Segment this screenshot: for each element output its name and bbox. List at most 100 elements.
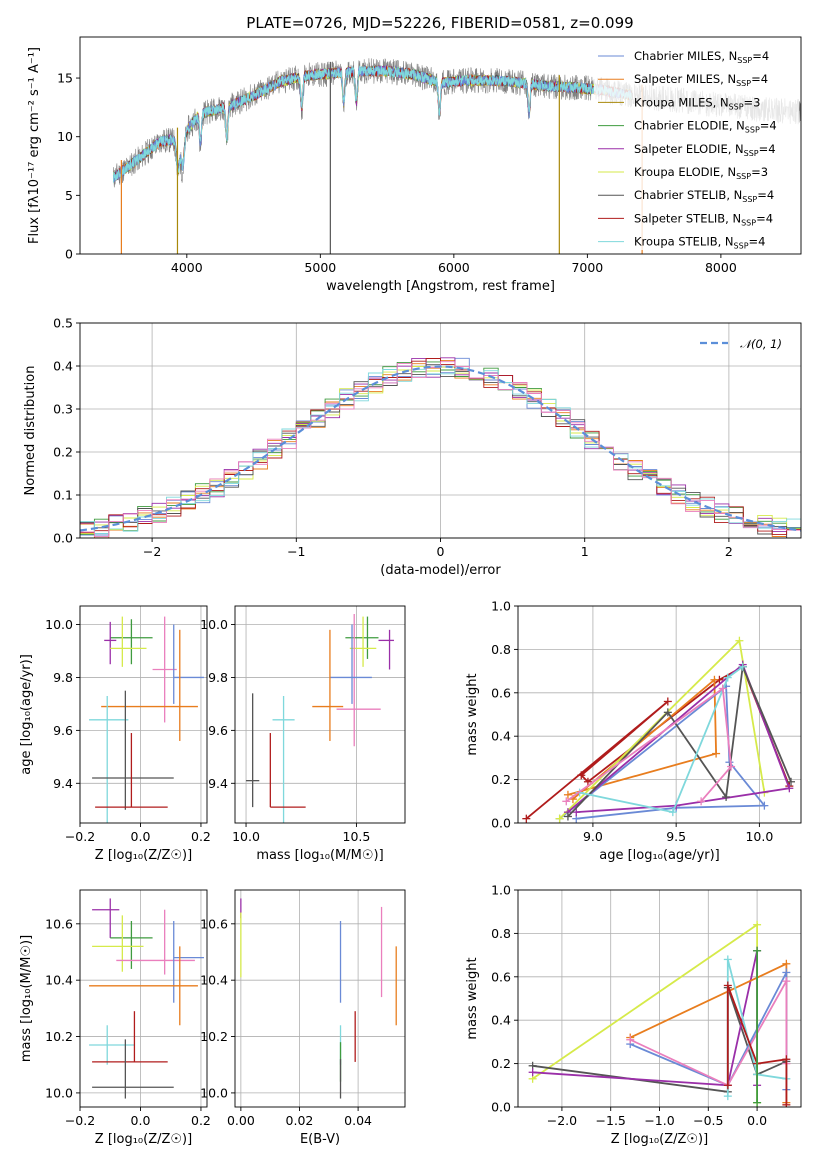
x-axis-label: Z [log₁₀(Z/Z☉)] <box>95 1132 192 1147</box>
weight-marker <box>663 708 672 717</box>
weight-marker <box>697 797 706 806</box>
weight-series-line <box>567 677 718 800</box>
y-tick-label: 0.6 <box>491 685 511 700</box>
weight-marker <box>782 968 791 977</box>
axes-frame <box>234 605 406 824</box>
y-tick-label: 0.5 <box>53 316 73 331</box>
errorbar-point <box>92 1039 174 1099</box>
y-tick-label: 0.6 <box>491 969 511 984</box>
legend-label: Salpeter ELODIE, NSSP=4 <box>634 142 776 158</box>
x-tick-label: 0.2 <box>191 1113 211 1128</box>
x-tick-label: 0.04 <box>344 1113 372 1128</box>
legend-label: Chabrier MILES, NSSP=4 <box>634 49 769 65</box>
weight-marker <box>723 955 732 964</box>
weight-marker <box>663 697 672 706</box>
weight-marker <box>522 814 531 823</box>
plot-area <box>528 920 791 1107</box>
y-tick-label: 10.2 <box>200 1029 228 1044</box>
axes-frame <box>234 889 406 1108</box>
weight-series-line <box>532 950 758 1087</box>
gaussian-curve <box>80 365 801 532</box>
weight-marker <box>563 790 572 799</box>
weight-marker <box>712 749 721 758</box>
errorbar-point <box>336 613 381 747</box>
weight-marker <box>723 1081 732 1090</box>
errorbar-point <box>101 629 198 741</box>
errorbar-point <box>116 909 195 975</box>
plot-area <box>89 616 204 823</box>
y-tick-label: 10.6 <box>45 916 73 931</box>
errorbar-point <box>152 616 177 723</box>
weight-marker <box>626 1035 635 1044</box>
errorbar-point <box>312 629 344 741</box>
weight-marker <box>782 977 791 986</box>
y-axis-label: mass [log₁₀(M/M☉)] <box>19 935 34 1062</box>
weight-marker <box>723 981 732 990</box>
y-tick-label: 1.0 <box>491 883 511 898</box>
plot-area <box>246 613 394 823</box>
y-tick-label: 0.0 <box>491 816 511 831</box>
x-tick-label: 2 <box>725 544 733 559</box>
errorbar-point <box>89 946 198 1026</box>
y-tick-label: 9.8 <box>208 670 228 685</box>
x-axis-label: (data-model)/error <box>380 563 501 578</box>
y-tick-label: 9.4 <box>53 776 73 791</box>
weight-marker <box>572 808 581 817</box>
panel-mass-vs-EBV: 0.00 0.02 0.04 10.0 10.2 10.4 10.6 E(B-V) <box>200 889 406 1147</box>
errorbar-point <box>95 733 168 808</box>
y-tick-label: 1.0 <box>491 599 511 614</box>
weight-marker <box>787 777 796 786</box>
x-tick-label: 9.5 <box>666 829 686 844</box>
x-tick-label: 0 <box>437 544 445 559</box>
weight-series-line <box>579 666 744 814</box>
weight-marker <box>727 762 736 771</box>
errorbar-point <box>104 621 117 665</box>
plot-area <box>80 357 801 538</box>
legend-label: Salpeter STELIB, NSSP=4 <box>634 211 773 227</box>
panel-mass-vs-Z: −0.2 0.0 0.2 10.0 10.2 10.4 10.6 Z [log₁₀(Z/Z☉)… <box>19 889 211 1147</box>
x-axis-label: age [log₁₀(age/yr)] <box>599 848 720 863</box>
errorbar-point <box>269 733 306 808</box>
panel-weight-vs-age: 9.0 9.5 10.0 0.0 0.2 0.4 0.6 0.8 1.0 age [log₁₀(a… <box>465 599 802 863</box>
weight-marker <box>785 784 794 793</box>
x-tick-label: 0.02 <box>286 1113 314 1128</box>
x-tick-label: −1 <box>287 544 305 559</box>
x-tick-label: −1.5 <box>596 1113 626 1128</box>
weight-marker <box>753 1098 762 1107</box>
y-tick-label: 0.8 <box>491 642 511 657</box>
y-tick-label: 10.4 <box>45 973 73 988</box>
x-tick-label: −1.0 <box>644 1113 674 1128</box>
weight-series-line <box>525 665 791 820</box>
legend-label: Chabrier ELODIE, NSSP=4 <box>634 119 777 135</box>
x-axis-label: E(B-V) <box>300 1132 340 1147</box>
x-tick-label: −0.2 <box>65 1113 95 1128</box>
plot-area <box>240 898 397 1099</box>
weight-marker <box>723 673 732 682</box>
errorbar-point <box>272 695 295 823</box>
panel-age-vs-mass: 10.0 10.5 9.4 9.6 9.8 10.0 mass [log₁₀(M/M☉)] <box>200 605 406 863</box>
weight-marker <box>782 959 791 968</box>
weight-marker <box>563 812 572 821</box>
y-axis-label: Flux [fλ10⁻¹⁷ erg cm⁻² s⁻¹ A⁻¹] <box>27 47 42 244</box>
errorbar-point <box>110 619 153 665</box>
weight-series-line <box>532 922 758 1103</box>
errorbar-point <box>110 616 147 667</box>
histogram-series <box>80 367 801 538</box>
plot-area <box>522 636 796 823</box>
y-tick-label: 0.4 <box>491 729 511 744</box>
axes-frame <box>79 36 802 255</box>
y-tick-label: 9.6 <box>53 723 73 738</box>
x-axis-label: wavelength [Angstrom, rest frame] <box>326 279 555 294</box>
weight-marker <box>528 1068 537 1077</box>
plot-area <box>89 898 204 1099</box>
legend-label: Salpeter MILES, NSSP=4 <box>634 72 768 88</box>
x-tick-label: 7000 <box>571 260 603 275</box>
x-tick-label: 0.0 <box>747 1113 767 1128</box>
y-tick-label: 9.4 <box>208 776 228 791</box>
x-tick-label: 0.0 <box>131 1113 151 1128</box>
y-axis-label: Normed distribution <box>23 366 38 496</box>
weight-marker <box>668 808 677 817</box>
weight-marker <box>735 636 744 645</box>
y-tick-label: 0.2 <box>491 1056 511 1071</box>
y-tick-label: 10.0 <box>45 1085 73 1100</box>
